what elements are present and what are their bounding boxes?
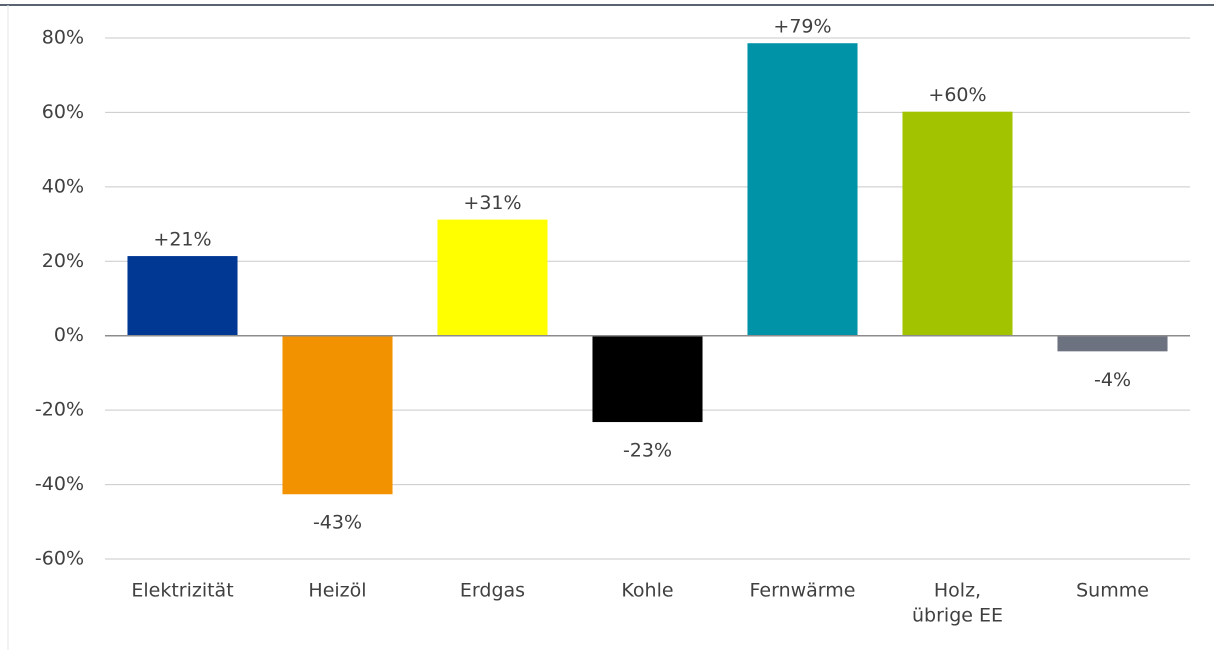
y-tick-label: -20% xyxy=(35,399,84,421)
value-label: +79% xyxy=(773,16,831,38)
bar xyxy=(437,219,548,336)
bar xyxy=(1057,335,1168,352)
value-label: -23% xyxy=(623,440,672,462)
bar xyxy=(592,335,703,423)
x-tick-label: Summe xyxy=(1076,580,1149,602)
y-tick-label: 40% xyxy=(42,175,84,197)
x-tick-label: übrige EE xyxy=(912,605,1003,627)
x-tick-label: Heizöl xyxy=(308,580,366,602)
value-label: +31% xyxy=(463,192,521,214)
x-tick-label: Elektrizität xyxy=(131,580,233,602)
value-label: +21% xyxy=(153,229,211,251)
y-tick-label: 60% xyxy=(42,101,84,123)
x-tick-label: Erdgas xyxy=(460,580,525,602)
y-tick-label: 0% xyxy=(54,324,84,346)
bar xyxy=(902,111,1013,336)
y-tick-label: 20% xyxy=(42,250,84,272)
bar xyxy=(282,335,393,495)
x-tick-label: Kohle xyxy=(621,580,673,602)
x-tick-label: Holz, xyxy=(934,580,981,602)
value-label: -4% xyxy=(1094,369,1131,391)
bar xyxy=(127,256,238,336)
y-tick-label: -60% xyxy=(35,548,84,570)
bar xyxy=(747,43,858,336)
y-tick-label: 80% xyxy=(42,27,84,49)
y-tick-label: -40% xyxy=(35,473,84,495)
value-label: -43% xyxy=(313,512,362,534)
x-tick-label: Fernwärme xyxy=(750,580,856,602)
value-label: +60% xyxy=(928,84,986,106)
